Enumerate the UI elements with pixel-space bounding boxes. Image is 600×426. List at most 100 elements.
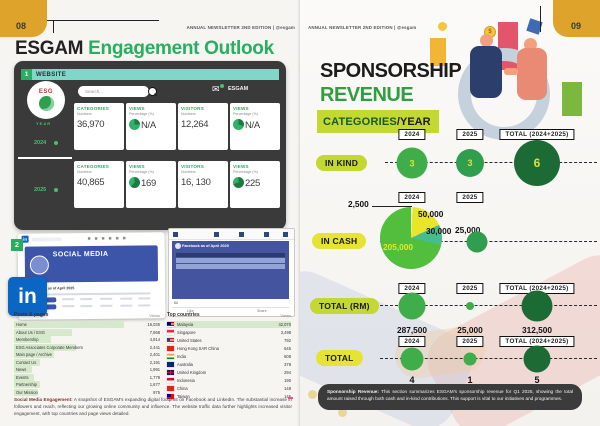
list-item: Home 16,035 <box>14 321 160 328</box>
total-count-2025-value: 1 <box>467 375 473 385</box>
esgam-logo-text: ESG <box>38 89 54 95</box>
list-item: Main page / Archive 2,401 <box>14 351 160 358</box>
stat-value: N/A <box>141 120 156 131</box>
in-kind-2025-circle: 3 <box>456 149 484 177</box>
list-item: News 1,991 <box>14 366 160 373</box>
illustration-green-block <box>562 82 582 116</box>
linkedin-nav-icons: ■■■■■■ <box>87 235 130 243</box>
total-count-2024-value: 4 <box>409 375 415 385</box>
facebook-share-button: Share <box>257 309 267 313</box>
title-engagement-outlook: Engagement Outlook <box>88 38 274 59</box>
slice-label-2500: 2,500 <box>348 199 369 209</box>
facebook-divider <box>172 307 289 308</box>
slice-label-30000: 30,000 <box>426 226 452 236</box>
stat-title: VISITORS <box>181 164 204 169</box>
stat-title: CATEGORIES <box>77 164 110 169</box>
linkedin-searchbar <box>31 237 62 242</box>
flag-malaysia-icon <box>167 322 174 327</box>
facebook-nav-icon <box>214 231 219 237</box>
stat-card-visitors-2024: VISITORS Numbers 12,264 <box>178 103 228 150</box>
in-kind-total-circle: 6 <box>514 140 560 186</box>
in-cash-pie-chart <box>380 207 442 269</box>
newsletter-header-right: ANNUAL NEWSLETTER 2ND EDITION | @esgam <box>308 25 417 30</box>
stat-title: CATEGORIES <box>77 106 110 111</box>
footnote-lead: Sponsorship Revenue: <box>327 389 379 394</box>
caption-body: A snapshot of ESGAM's expanding digital … <box>14 397 292 417</box>
person-right-body <box>517 48 547 100</box>
facebook-menu-icon <box>283 231 288 237</box>
social-media-banner-title: SOCIAL MEDIA <box>52 250 109 259</box>
stats-row-2024: CATEGORIES Numbers 36,970 VIEWS Percenta… <box>74 103 280 150</box>
in-kind-label: IN KIND <box>316 155 368 171</box>
facebook-reactions-count: 62 <box>174 301 178 305</box>
header-tick-left <box>53 20 54 33</box>
mail-account-label: ESGAM <box>228 86 249 92</box>
stat-card-categories-2025: CATEGORIES Numbers 40,865 <box>74 161 124 208</box>
flag-china-icon <box>167 386 174 391</box>
flag-singapore-icon <box>167 330 174 335</box>
header-rule-left <box>47 20 159 21</box>
year-dot-2024 <box>54 141 58 145</box>
facebook-like-button: Like <box>187 309 194 313</box>
stat-value: 36,970 <box>77 119 105 130</box>
list-item: About Us / ESG 7,968 <box>14 328 160 336</box>
page-number-right: 09 <box>571 21 582 31</box>
facebook-caption: Facebook as of April 2025 <box>182 244 229 248</box>
year-label: /YEAR <box>396 116 431 128</box>
stat-sub: Numbers <box>77 170 92 174</box>
list-item: China 148 <box>167 385 291 392</box>
caption-pink-mark <box>288 397 293 399</box>
stat-card-views-pct-2025: VIEWS Percentage (%) 169 <box>126 161 176 208</box>
handshake-icon <box>504 68 518 75</box>
chip-2024: 2024 <box>398 336 426 347</box>
stats-row-2025: CATEGORIES Numbers 40,865 VIEWS Percenta… <box>74 161 280 208</box>
flag-australia-icon <box>167 362 174 367</box>
flag-united-kingdom-icon <box>167 370 174 375</box>
stat-sub: Percentage (%) <box>129 170 154 174</box>
list-item: Partnership 1,677 <box>14 381 160 388</box>
total-count-label: TOTAL <box>316 350 363 366</box>
website-stats-panel: 1 WEBSITE Search... ✉ ESGAM ESG YEAR 202… <box>14 61 286 230</box>
list-item: United Kingdom 294 <box>167 369 291 376</box>
in-cash-label: IN CASH <box>312 233 367 249</box>
list-item: Our Mission 975 <box>14 388 160 396</box>
pie-icon <box>129 177 140 188</box>
chip-2025: 2025 <box>456 336 484 347</box>
facebook-screenshot-card: Facebook as of April 2025 62 Like Share <box>168 228 295 317</box>
pie-icon <box>233 119 244 130</box>
total-rm-2024-circle <box>398 292 426 320</box>
list-item: Contact Us 2,191 <box>14 358 160 366</box>
mail-icon: ✉ <box>212 84 220 94</box>
countries-views-header: Views <box>280 313 291 318</box>
stat-card-categories-2024: CATEGORIES Numbers 36,970 <box>74 103 124 150</box>
mail-badge <box>220 84 224 88</box>
chip-2025: 2025 <box>456 129 484 140</box>
in-kind-2024-circle: 3 <box>396 147 428 179</box>
logo-sub-label: YEAR <box>36 121 52 126</box>
total-count-2025-circle <box>463 352 477 366</box>
year-dot-2025 <box>54 188 58 192</box>
flag-india-icon <box>167 354 174 359</box>
title-esgam: ESGAM <box>15 38 84 59</box>
chip-2025: 2025 <box>456 283 484 294</box>
slice-label-50000: 50,000 <box>418 209 444 219</box>
chip-2025: 2025 <box>456 192 484 203</box>
chip-2024: 2024 <box>398 129 426 140</box>
linkedin-logo: in <box>8 277 47 316</box>
total-rm-2024-value: 287,500 <box>397 325 427 335</box>
stat-title: VIEWS <box>233 164 249 169</box>
facebook-nav-icon <box>239 231 244 237</box>
list-item: Australia 378 <box>167 361 291 368</box>
list-item: Taiwan146 <box>167 393 291 400</box>
list-item: Hong Kong SAR China 645 <box>167 345 291 352</box>
sidebar-divider <box>18 157 72 159</box>
stat-sub: Numbers <box>181 170 196 174</box>
flag-united-states-icon <box>167 338 174 343</box>
stat-title: VISITORS <box>181 106 204 111</box>
search-input: Search... <box>78 86 149 97</box>
revenue-title: REVENUE <box>320 84 414 106</box>
pie-icon <box>233 177 244 188</box>
stat-value: 16, 130 <box>181 177 211 188</box>
gold-corner-left <box>0 0 47 37</box>
